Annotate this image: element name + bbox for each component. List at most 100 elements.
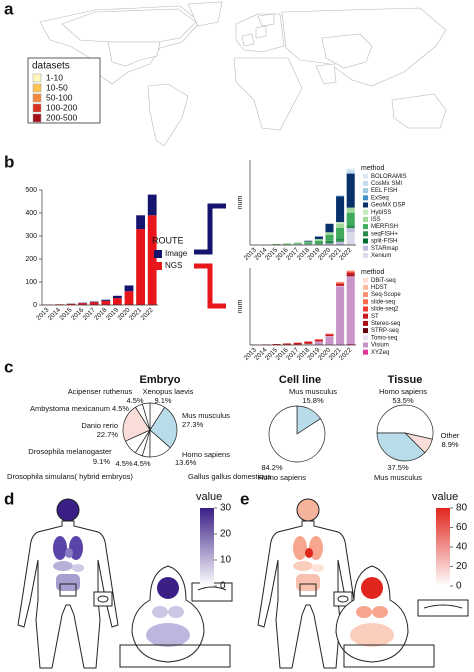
colorbar-tick-label: 30: [220, 503, 232, 514]
legend-label: Xenium: [371, 253, 391, 259]
panel-label: b: [4, 152, 14, 171]
bar-segment: [147, 215, 157, 305]
pie-slice: [149, 406, 178, 449]
organ-brain: [56, 498, 80, 522]
legend-label: HDST: [371, 285, 388, 291]
colorbar-title: value: [196, 491, 222, 503]
colorbar: [200, 508, 214, 586]
bar-segment: [89, 302, 99, 305]
pie-title: Embryo: [140, 374, 181, 386]
y-tick-label: 100: [25, 279, 37, 286]
colorbar-tick-label: 0: [220, 581, 226, 592]
colorbar-tick-label: 80: [456, 503, 468, 514]
pie-slice: [376, 404, 434, 440]
bar-segment: [346, 228, 355, 233]
organ-heart: [65, 548, 73, 558]
bracket-ngs: [194, 263, 226, 309]
slice-label: Drosophila simulans( hybrid embryos): [7, 472, 133, 481]
slice-value-label: 4.5%: [133, 459, 150, 468]
legend-label: EEL FISH: [371, 188, 397, 194]
slice-label: Ambystoma mexicanum: [30, 404, 110, 413]
organ-intestine: [56, 574, 80, 591]
bar-segment: [314, 240, 323, 244]
bar-segment: [336, 282, 345, 284]
bar-segment: [336, 241, 345, 245]
bar-segment: [325, 232, 334, 235]
bar-segment: [272, 244, 281, 245]
pie-title: Cell line: [279, 374, 321, 386]
china: [321, 33, 373, 69]
inset-box: [119, 644, 231, 668]
slice-label: Homo sapiens: [258, 473, 306, 482]
legend-title: method: [361, 269, 384, 276]
slice-label: Danio rerio: [81, 421, 118, 430]
bar-segment: [346, 168, 355, 171]
legend-swatch: [363, 245, 368, 251]
usa: [107, 41, 161, 67]
bar-segment: [293, 243, 302, 245]
bar-segment: [304, 242, 313, 245]
panel-label: a: [4, 0, 14, 18]
bracket-image: [194, 203, 226, 255]
bar-segment: [101, 299, 111, 301]
legend-swatch: [363, 335, 368, 341]
legend-swatch: [32, 103, 42, 113]
slice-label: Mus musculus: [374, 473, 422, 482]
organ-liver: [53, 561, 73, 571]
organ-lung: [356, 606, 372, 618]
legend-label: ST: [371, 314, 379, 320]
legend-swatch: [363, 238, 368, 244]
legend-label: 50-100: [46, 92, 73, 102]
africa: [233, 57, 303, 131]
legend-label: GeoMX DSP: [371, 203, 405, 209]
legend-label: slide-seq: [371, 299, 395, 305]
slice-label: Mus musculus: [289, 387, 337, 396]
bar-segment: [112, 298, 122, 305]
pie-title: Tissue: [388, 374, 423, 386]
inset-box: [333, 591, 353, 607]
slice-value-label: 9.1%: [93, 457, 110, 466]
slice-label: Homo sapiens: [379, 387, 427, 396]
y-tick-label: 0: [33, 302, 37, 309]
bar-segment: [336, 283, 345, 284]
india: [315, 63, 337, 85]
bar-segment: [314, 236, 323, 240]
legend-swatch: [363, 313, 368, 319]
legend-label: slide-seq2: [371, 307, 399, 313]
colorbar-tick-label: 60: [456, 522, 468, 533]
legend-swatch: [32, 93, 42, 103]
legend-label: DBiT-seq: [371, 278, 396, 284]
bar-segment: [336, 283, 345, 286]
organ-lung: [168, 606, 184, 618]
legend-swatch: [154, 262, 162, 270]
australia: [391, 93, 447, 129]
slice-value-label: 27.3%: [182, 420, 204, 429]
bar-segment: [346, 207, 355, 213]
human-body-d: [17, 498, 119, 669]
legend-label: ExSeq: [371, 195, 389, 201]
bar-segment: [346, 271, 355, 273]
organ-liver: [293, 561, 313, 571]
bar-segment: [293, 242, 302, 244]
slice-label: Mus musculus: [182, 411, 230, 420]
organ-lung: [293, 536, 307, 560]
pie-slice: [268, 405, 326, 463]
bar-segment: [346, 271, 355, 272]
body-outline: [257, 520, 359, 669]
legend-swatch: [363, 188, 368, 194]
bar-segment: [336, 196, 345, 223]
bar-segment: [346, 212, 355, 226]
bar-segment: [314, 244, 323, 245]
pie-slice: [376, 432, 426, 462]
y-axis-label: num: [237, 300, 244, 314]
slice-value-label: 15.8%: [302, 396, 324, 405]
bar-segment: [346, 173, 355, 208]
panel-label: c: [4, 357, 13, 376]
legend-label: CosMx SMI: [371, 181, 402, 187]
legend-swatch: [363, 180, 368, 186]
y-axis-label: num: [237, 196, 244, 210]
legend-swatch: [363, 342, 368, 348]
bar-segment: [293, 342, 302, 345]
organ-lung: [372, 606, 388, 618]
